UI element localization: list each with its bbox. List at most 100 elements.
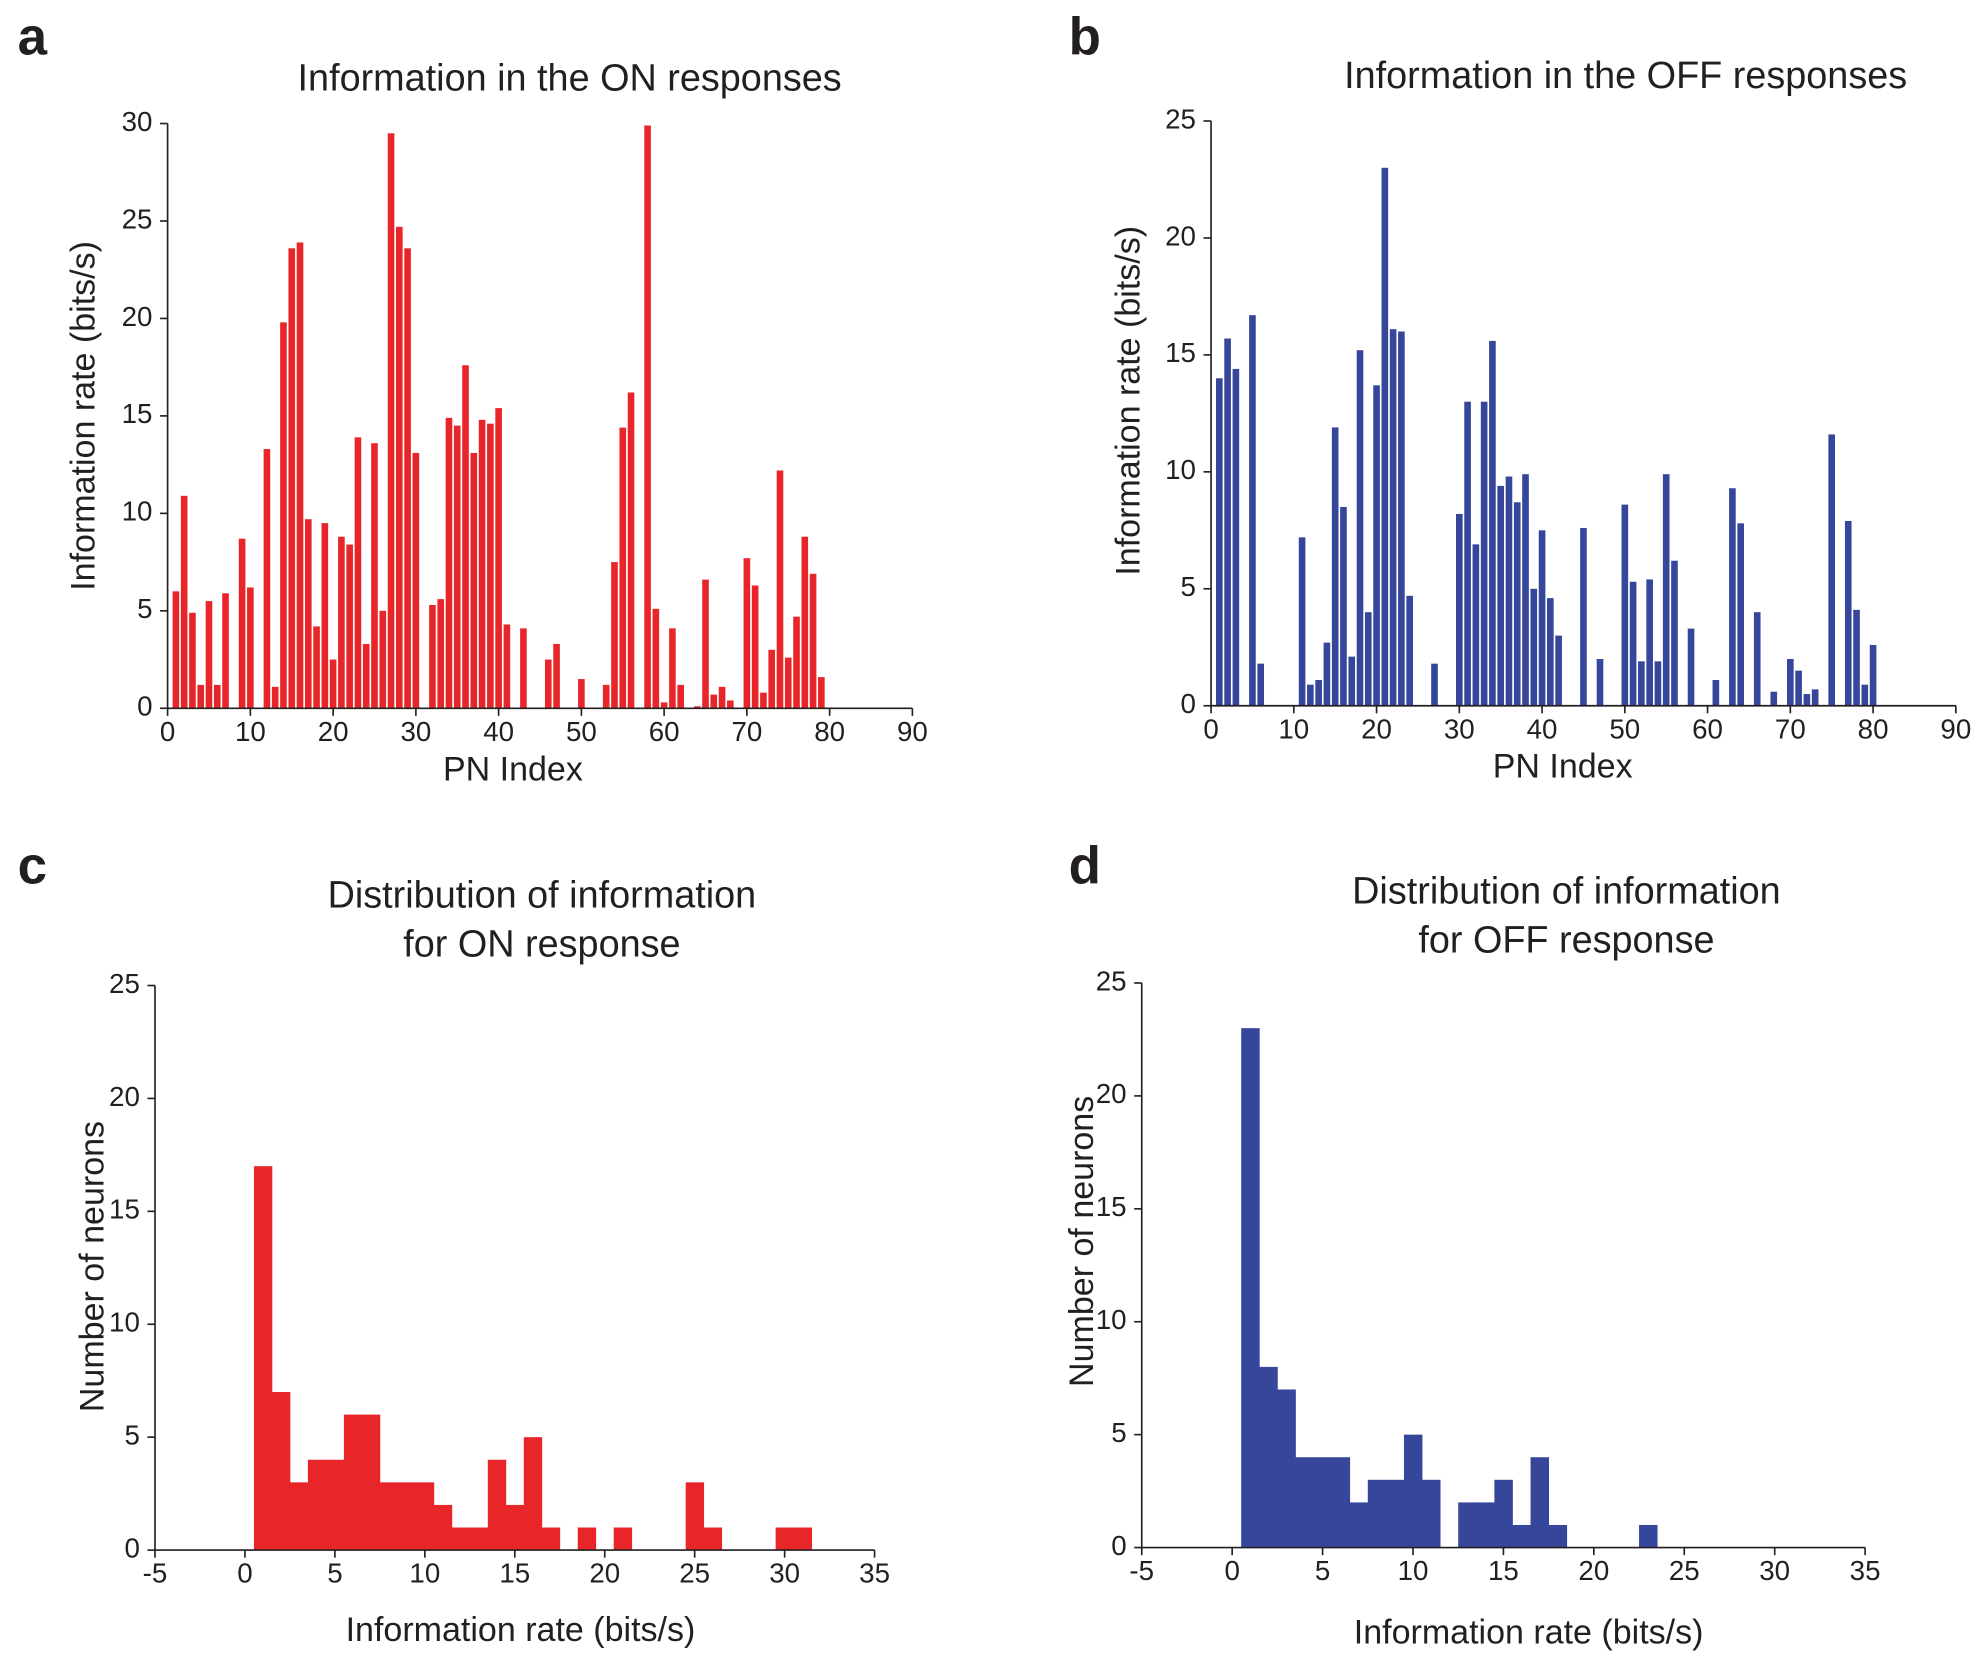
bar xyxy=(222,593,229,709)
y-tick-label: 20 xyxy=(122,301,153,332)
bar xyxy=(1505,476,1513,706)
bar xyxy=(346,544,353,709)
bar xyxy=(743,558,751,709)
x-tick-label: 0 xyxy=(160,716,175,747)
bar xyxy=(801,536,809,709)
y-tick-label: 15 xyxy=(109,1194,140,1225)
x-tick-label: 25 xyxy=(1669,1555,1700,1586)
bar xyxy=(371,443,378,709)
bar xyxy=(172,591,180,709)
x-tick-label: 10 xyxy=(1278,713,1309,744)
bar xyxy=(1472,544,1480,706)
bar xyxy=(1348,656,1356,706)
bar xyxy=(1364,612,1372,706)
bar xyxy=(503,624,511,709)
bar xyxy=(462,365,469,709)
bar xyxy=(288,248,296,709)
panel-label: c xyxy=(18,837,47,896)
bar xyxy=(544,659,552,709)
panel-label: d xyxy=(1069,837,1101,896)
x-axis-label: Information rate (bits/s) xyxy=(346,1611,696,1649)
y-tick-label: 20 xyxy=(1165,220,1196,251)
x-tick-label: 30 xyxy=(400,716,431,747)
bar xyxy=(1621,504,1629,706)
x-tick-label: 20 xyxy=(318,716,349,747)
bar xyxy=(710,694,718,709)
bar xyxy=(304,519,312,709)
bar xyxy=(280,322,287,709)
chart-title: Information in the OFF responses xyxy=(1344,55,1907,97)
bar xyxy=(1538,530,1546,706)
bar xyxy=(702,579,709,709)
histogram-bar xyxy=(1367,1479,1387,1548)
bar xyxy=(329,659,337,709)
bar xyxy=(611,562,618,709)
bar xyxy=(487,423,494,709)
bar xyxy=(1646,579,1653,706)
bar xyxy=(1687,628,1695,706)
histogram-bar xyxy=(271,1392,291,1551)
x-tick-label: 20 xyxy=(589,1558,620,1589)
bar xyxy=(338,536,345,709)
bar xyxy=(1853,609,1860,706)
panel-label: a xyxy=(18,7,48,66)
x-tick-label: 50 xyxy=(566,716,597,747)
bar xyxy=(1530,588,1538,706)
histogram-bar xyxy=(1313,1457,1333,1548)
y-tick-label: 25 xyxy=(109,968,140,999)
x-tick-label: 60 xyxy=(649,716,680,747)
x-tick-label: 10 xyxy=(235,716,266,747)
y-tick-label: 10 xyxy=(1096,1304,1127,1335)
bar xyxy=(437,599,445,709)
x-tick-label: 20 xyxy=(1361,713,1392,744)
y-tick-label: 15 xyxy=(122,398,153,429)
bar xyxy=(693,706,701,709)
histogram-bar xyxy=(1277,1389,1296,1548)
bar xyxy=(470,452,478,709)
bar xyxy=(1828,434,1836,706)
x-tick-label: 40 xyxy=(483,716,514,747)
bar xyxy=(189,612,196,709)
x-tick-label: 30 xyxy=(1759,1555,1790,1586)
bar xyxy=(238,538,246,709)
histogram-bar xyxy=(307,1459,327,1551)
bar xyxy=(1662,474,1670,706)
bar xyxy=(1787,658,1794,706)
histogram-bar xyxy=(775,1527,795,1551)
bar xyxy=(429,604,436,709)
bar xyxy=(396,226,403,709)
y-tick-label: 25 xyxy=(1096,965,1127,996)
bar xyxy=(1712,680,1720,706)
y-tick-label: 5 xyxy=(137,593,152,624)
x-tick-label: 70 xyxy=(731,716,762,747)
bar xyxy=(602,684,610,709)
bar xyxy=(197,684,205,709)
histogram-bar xyxy=(325,1459,345,1551)
bar xyxy=(1406,595,1413,706)
bar xyxy=(495,408,502,709)
x-tick-label: 40 xyxy=(1527,713,1558,744)
bar xyxy=(669,628,676,709)
bar xyxy=(412,452,420,709)
x-tick-label: 30 xyxy=(769,1558,800,1589)
histogram-bar xyxy=(1295,1457,1314,1548)
histogram-bar xyxy=(505,1504,525,1551)
bar xyxy=(1216,378,1223,706)
bar xyxy=(1456,513,1463,706)
histogram-bar xyxy=(361,1414,381,1551)
x-tick-label: 90 xyxy=(1940,713,1971,744)
y-tick-label: 30 xyxy=(122,106,153,137)
bar xyxy=(1340,506,1347,706)
y-tick-label: 0 xyxy=(1181,688,1196,719)
histogram-bar xyxy=(397,1482,417,1551)
bar xyxy=(180,495,188,709)
bar xyxy=(768,649,776,709)
bar xyxy=(1257,663,1265,706)
histogram-bar xyxy=(577,1527,597,1551)
histogram-bar xyxy=(613,1527,633,1551)
bar xyxy=(387,133,395,709)
bar xyxy=(1654,661,1662,706)
chart-title: Information in the ON responses xyxy=(298,58,842,100)
y-tick-label: 5 xyxy=(124,1419,139,1450)
bar xyxy=(1522,474,1529,706)
